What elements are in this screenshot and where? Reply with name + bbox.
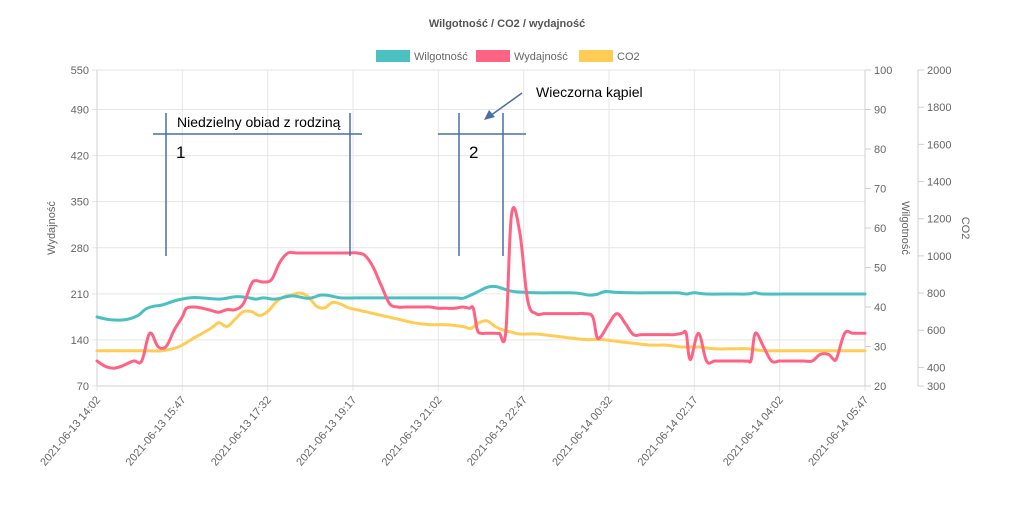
y-right1-tick-label: 90	[874, 105, 886, 117]
series-group	[95, 206, 867, 370]
x-tick-label: 2021-06-13 19:17	[294, 394, 359, 468]
y-right1-tick-label: 70	[874, 184, 886, 196]
annotation-1-number: 1	[176, 143, 185, 162]
y-right1-tick-label: 30	[874, 342, 886, 354]
chart-title: Wilgotność / CO2 / wydajność	[429, 18, 585, 30]
y-right2-tick-label: 1800	[927, 102, 951, 114]
legend-swatch-wilgotnosc[interactable]	[376, 50, 410, 62]
annotation-2-number: 2	[469, 143, 478, 162]
y-right1-tick-label: 80	[874, 144, 886, 156]
legend-swatch-co2[interactable]	[579, 50, 613, 62]
y-left-tick-label: 490	[71, 105, 89, 117]
y-right2-tick-label: 400	[927, 362, 945, 374]
series-line-co2	[95, 291, 867, 353]
y-left-tick-label: 210	[71, 289, 89, 301]
annotation-2-label: Wieczorna kąpiel	[536, 84, 643, 100]
x-tick-label: 2021-06-13 14:02	[38, 394, 103, 468]
y-left-tick-label: 70	[77, 381, 89, 393]
y-right1-tick-label: 40	[874, 302, 886, 314]
y-right2-tick-label: 800	[927, 288, 945, 300]
y-right2-tick-label: 2000	[927, 65, 951, 77]
y-right1-tick-label: 60	[874, 223, 886, 235]
y-right1-tick-label: 20	[874, 381, 886, 393]
y-right2-tick-label: 600	[927, 325, 945, 337]
y-right2-tick-label: 1200	[927, 214, 951, 226]
y-right1-tick-label: 100	[874, 65, 892, 77]
x-tick-label: 2021-06-14 02:17	[636, 394, 701, 468]
y-right2-tick-label: 300	[927, 381, 945, 393]
x-tick-label: 2021-06-14 00:32	[550, 394, 615, 468]
series-line-wydajnosc	[95, 206, 867, 370]
legend-label-co2[interactable]: CO2	[617, 51, 640, 63]
annotation-2-arrow-head	[484, 110, 495, 120]
x-tick-label: 2021-06-14 04:02	[721, 394, 786, 468]
annotation-1-label: Niedzielny obiad z rodziną	[177, 114, 341, 130]
legend-label-wydajnosc[interactable]: Wydajność	[514, 51, 568, 63]
y-axis-right1-title: Wilgotność	[899, 201, 911, 255]
x-tick-label: 2021-06-13 22:47	[465, 394, 530, 468]
y-left-tick-label: 420	[71, 151, 89, 163]
legend: Wilgotność Wydajność CO2	[376, 50, 640, 63]
y-axis-left-title: Wydajność	[46, 201, 58, 255]
y-left-tick-label: 350	[71, 197, 89, 209]
x-tick-label: 2021-06-13 15:47	[124, 394, 189, 468]
y-left-tick-label: 550	[71, 65, 89, 77]
legend-label-wilgotnosc[interactable]: Wilgotność	[414, 51, 468, 63]
y-left-tick-label: 140	[71, 335, 89, 347]
y-right2-tick-label: 1000	[927, 251, 951, 263]
annotation-2-arrow-line	[489, 92, 523, 117]
series-line-wilgotnosc	[95, 284, 867, 322]
y-right2-tick-label: 1400	[927, 177, 951, 189]
legend-swatch-wydajnosc[interactable]	[476, 50, 510, 62]
annotations: Niedzielny obiad z rodziną 1 2 Wieczorna…	[153, 84, 643, 256]
y-axis-right2-title: CO2	[959, 217, 971, 240]
x-tick-label: 2021-06-14 05:47	[806, 394, 871, 468]
y-right1-tick-label: 50	[874, 263, 886, 275]
y-right2-tick-label: 1600	[927, 139, 951, 151]
y-left-tick-label: 280	[71, 243, 89, 255]
x-tick-label: 2021-06-13 21:02	[380, 394, 445, 468]
axes: 70 140 210 280 350 420 490 550 20 30 40 50 60 70 80 90 1…	[38, 65, 951, 468]
x-tick-label: 2021-06-13 17:32	[209, 394, 274, 468]
